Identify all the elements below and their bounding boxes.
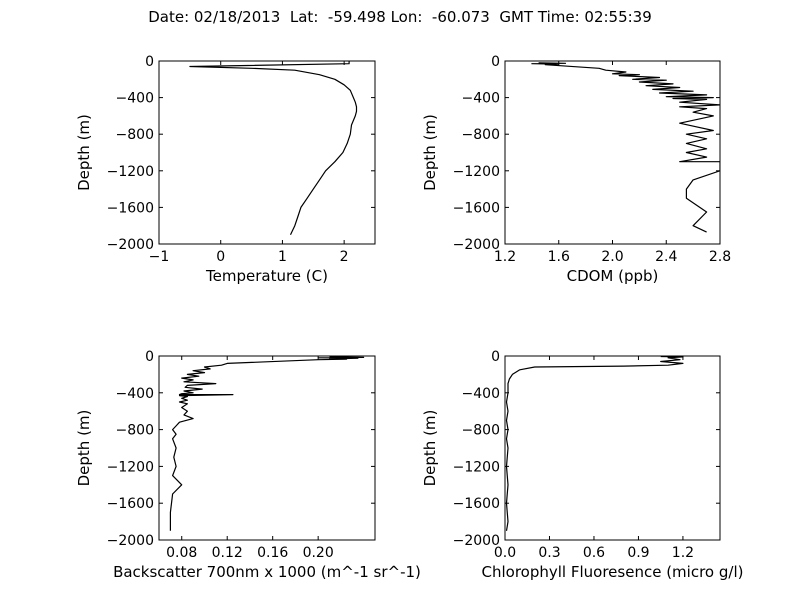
chlorophyll-x-tick-label: 1.2 [672,545,694,561]
temperature-plot-frame [158,60,376,245]
temperature-chart: −1 0 1 2 0 −400 −800 −1200 −1600 −2000 Temperature… [75,54,376,285]
temperature-y-tick-label: −400 [116,91,154,107]
temperature-y-tick-label: −1200 [107,164,154,180]
backscatter-y-tick-label: 0 [145,349,154,365]
chlorophyll-y-tick-label: −400 [462,386,500,402]
chlorophyll-x-axis-label: Chlorophyll Fluoresence (micro g/l) [482,563,744,581]
cdom-y-tick-label: −1600 [453,200,500,216]
chlorophyll-y-tick-label: −1600 [453,496,500,512]
chlorophyll-x-tick-label: 0.9 [627,545,649,561]
chlorophyll-y-tick-label: −2000 [453,533,500,549]
backscatter-y-tick-label: −1200 [107,459,154,475]
chlorophyll-x-tick-label: 0.0 [494,545,516,561]
cdom-y-axis-label: Depth (m) [421,114,439,191]
temperature-y-tick-label: −1600 [107,200,154,216]
backscatter-y-tick-label: −400 [116,386,154,402]
backscatter-plot-frame [158,355,376,541]
backscatter-x-tick-label: 0.08 [166,545,197,561]
cdom-x-tick-label: 2.0 [601,249,623,265]
chlorophyll-y-axis-label: Depth (m) [421,410,439,487]
backscatter-y-tick-label: −1600 [107,496,154,512]
backscatter-y-axis-label: Depth (m) [75,410,93,487]
chlorophyll-series-line [505,356,684,531]
cdom-y-tick-label: −800 [462,127,500,143]
backscatter-x-axis-label: Backscatter 700nm x 1000 (m^-1 sr^-1) [113,563,421,581]
cdom-series-line [531,62,720,233]
cdom-y-tick-label: 0 [491,54,500,70]
temperature-x-tick-label: −1 [149,249,170,265]
backscatter-y-tick-label: −2000 [107,533,154,549]
backscatter-series-line [169,356,365,531]
cdom-x-tick-label: 1.6 [548,249,570,265]
cdom-chart: 1.2 1.6 2.0 2.4 2.8 0 −400 −800 −1200 −1600 −2000 C… [421,54,731,285]
chlorophyll-y-tick-label: 0 [491,349,500,365]
cdom-y-tick-label: −2000 [453,237,500,253]
temperature-y-tick-label: 0 [145,54,154,70]
backscatter-chart: 0.08 0.12 0.16 0.20 0 −400 −800 −1200 −1600 −2000… [75,349,421,581]
chlorophyll-y-tick-label: −1200 [453,459,500,475]
temperature-x-tick-label: 0 [216,249,225,265]
temperature-y-tick-label: −2000 [107,237,154,253]
cdom-y-tick-label: −1200 [453,164,500,180]
temperature-x-tick-label: 1 [278,249,287,265]
backscatter-x-tick-label: 0.12 [212,545,243,561]
chlorophyll-x-tick-label: 0.3 [538,545,560,561]
cdom-x-tick-label: 1.2 [494,249,516,265]
chlorophyll-y-tick-label: −800 [462,423,500,439]
temperature-y-axis-label: Depth (m) [75,114,93,191]
figure-title: Date: 02/18/2013 Lat: -59.498 Lon: -60.0… [148,8,652,26]
cdom-x-axis-label: CDOM (ppb) [567,267,659,285]
chlorophyll-plot-frame [504,355,721,541]
cdom-y-tick-label: −400 [462,91,500,107]
backscatter-x-tick-label: 0.20 [303,545,334,561]
chlorophyll-x-tick-label: 0.6 [583,545,605,561]
backscatter-x-tick-label: 0.16 [257,545,288,561]
cdom-x-tick-label: 2.8 [709,249,731,265]
temperature-x-tick-label: 2 [340,249,349,265]
chlorophyll-chart: 0.0 0.3 0.6 0.9 1.2 0 −400 −800 −1200 −1600 −2000 C… [421,349,743,581]
temperature-series-line [189,61,358,236]
cdom-x-tick-label: 2.4 [655,249,677,265]
backscatter-y-tick-label: −800 [116,423,154,439]
temperature-y-tick-label: −800 [116,127,154,143]
temperature-x-axis-label: Temperature (C) [205,267,328,285]
